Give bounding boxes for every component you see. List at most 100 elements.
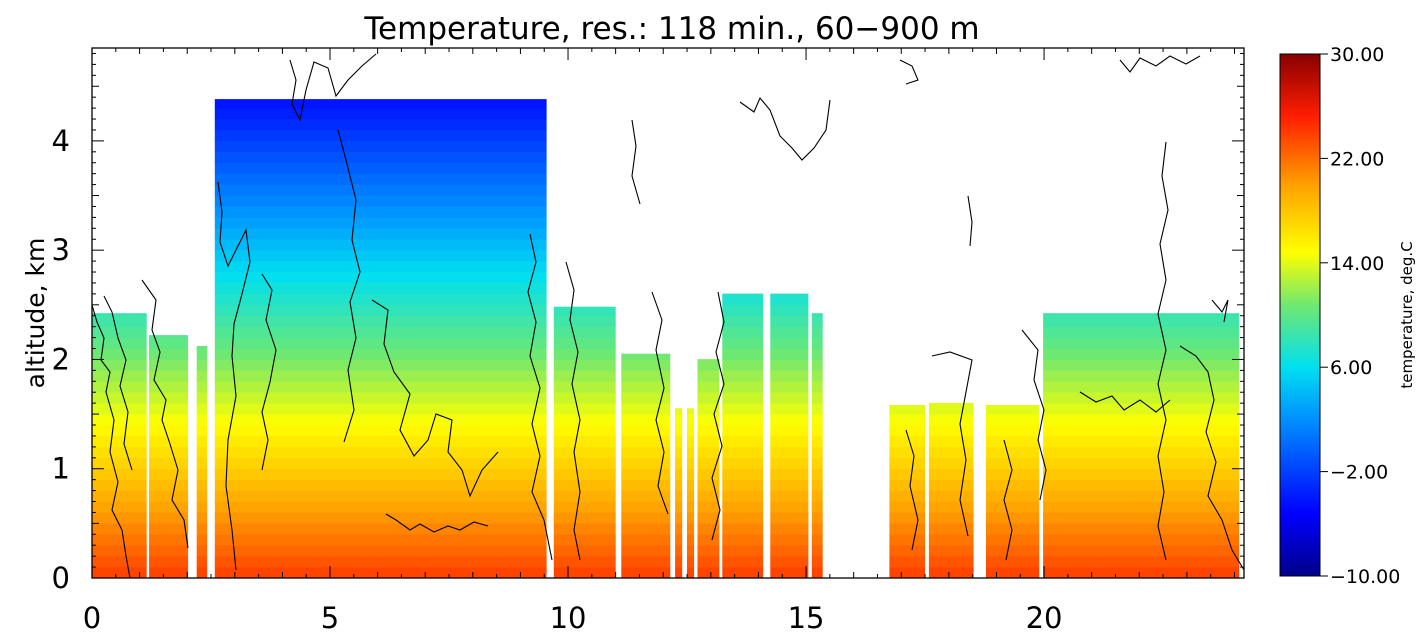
heatmap-cell — [214, 370, 547, 382]
x-tick-label: 15 — [788, 601, 825, 635]
contour-line — [92, 304, 131, 578]
heatmap-cell — [214, 173, 547, 185]
heatmap-cell — [770, 381, 809, 393]
heatmap-cell — [928, 413, 974, 426]
heatmap-cell — [92, 413, 147, 426]
heatmap-cell — [697, 402, 720, 415]
heatmap-cell — [149, 424, 189, 437]
heatmap-cell — [1043, 359, 1240, 371]
heatmap-cell — [214, 544, 547, 557]
colorbar-gradient — [1279, 53, 1321, 577]
heatmap-cell — [621, 479, 671, 491]
heatmap-cell — [687, 523, 695, 535]
heatmap-cell — [92, 313, 147, 316]
x-tick-label: 5 — [321, 601, 339, 635]
heatmap-cell — [770, 534, 809, 546]
contour-line — [261, 273, 277, 471]
heatmap-cell — [928, 523, 974, 535]
heatmap-cell — [770, 435, 809, 448]
heatmap-cell — [1043, 402, 1240, 415]
heatmap-cell — [770, 501, 809, 513]
heatmap-cell — [214, 446, 547, 459]
heatmap-cell — [986, 405, 1040, 415]
heatmap-cell — [214, 479, 547, 491]
heatmap-cell — [889, 424, 926, 437]
y-tick-label: 4 — [52, 124, 70, 158]
heatmap-cell — [697, 468, 720, 480]
heatmap-cell — [811, 479, 823, 491]
heatmap-cell — [553, 315, 616, 327]
heatmap-cell — [553, 391, 616, 404]
heatmap-cell — [986, 566, 1040, 578]
heatmap-cell — [722, 304, 764, 316]
heatmap-cell — [687, 457, 695, 469]
heatmap-cell — [214, 293, 547, 306]
heatmap-cell — [214, 195, 547, 207]
heatmap-cell — [697, 435, 720, 448]
heatmap-cell — [722, 293, 764, 306]
heatmap-cell — [196, 446, 208, 459]
heatmap-cell — [928, 457, 974, 469]
heatmap-cell — [553, 523, 616, 535]
heatmap-cell — [770, 315, 809, 327]
heatmap-cell — [697, 479, 720, 491]
heatmap-cell — [214, 402, 547, 415]
heatmap-cell — [811, 348, 823, 360]
contour-line — [385, 513, 489, 533]
heatmap-cell — [196, 457, 208, 469]
heatmap-cell — [149, 566, 189, 578]
heatmap-cell — [214, 391, 547, 404]
heatmap-cell — [621, 555, 671, 568]
heatmap-cell — [553, 435, 616, 448]
heatmap-cell — [92, 501, 147, 513]
heatmap-cell — [928, 446, 974, 459]
contour-line — [1211, 299, 1229, 323]
heatmap-cell — [770, 424, 809, 437]
heatmap-cell — [621, 435, 671, 448]
heatmap-cell — [196, 534, 208, 546]
heatmap-cell — [1043, 501, 1240, 513]
y-axis: 0 1 2 3 4 — [52, 52, 1244, 595]
heatmap-cell — [214, 534, 547, 546]
heatmap-cell — [214, 523, 547, 535]
heatmap-cell — [196, 402, 208, 415]
heatmap-cell — [553, 544, 616, 557]
heatmap-cell — [687, 435, 695, 448]
heatmap-cell — [986, 468, 1040, 480]
contour-line — [1157, 141, 1169, 561]
heatmap-cell — [214, 326, 547, 338]
heatmap-cell — [675, 490, 683, 502]
heatmap-cell — [722, 534, 764, 546]
contour-line — [217, 181, 251, 571]
heatmap-cell — [621, 446, 671, 459]
heatmap-cell — [811, 326, 823, 338]
heatmap-cell — [889, 523, 926, 535]
colorbar-tick-label: 30.00 — [1330, 44, 1384, 66]
heatmap-cell — [553, 534, 616, 546]
heatmap-cell — [889, 501, 926, 513]
heatmap-cell — [92, 326, 147, 338]
heatmap-cell — [621, 534, 671, 546]
heatmap-cell — [675, 555, 683, 568]
heatmap-cell — [1043, 391, 1240, 404]
x-tick-label: 0 — [83, 601, 101, 635]
heatmap-cell — [149, 457, 189, 469]
heatmap-cell — [675, 424, 683, 437]
heatmap-cell — [722, 337, 764, 349]
heatmap-cell — [92, 381, 147, 393]
heatmap-cell — [149, 446, 189, 459]
heatmap-cell — [687, 408, 695, 415]
heatmap-cell — [149, 335, 189, 338]
heatmap-cell — [196, 424, 208, 437]
heatmap-cell — [675, 457, 683, 469]
heatmap-cell — [621, 490, 671, 502]
heatmap-cell — [621, 544, 671, 557]
heatmap-cell — [1043, 424, 1240, 437]
heatmap-cell — [697, 370, 720, 382]
heatmap-cell — [697, 523, 720, 535]
heatmap-cell — [986, 424, 1040, 437]
heatmap-cell — [149, 381, 189, 393]
contour-line — [739, 96, 831, 161]
contour-line — [141, 279, 189, 549]
heatmap-cell — [697, 413, 720, 426]
